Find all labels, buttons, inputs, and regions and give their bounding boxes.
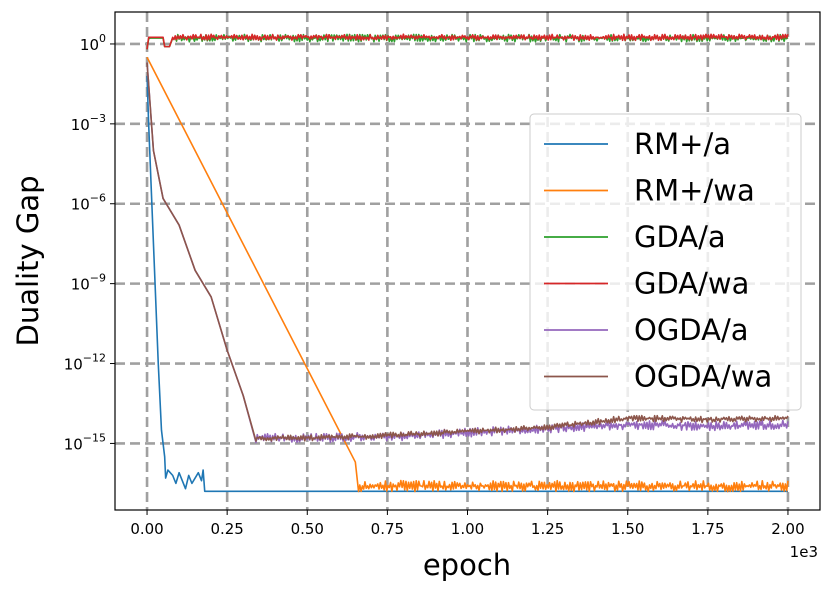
y-tick-label-base-5: 10	[64, 435, 83, 453]
legend-label-ogda-a: OGDA/a	[634, 313, 749, 347]
series-layer	[146, 33, 789, 493]
y-tick-label-2: 10−6	[71, 192, 106, 214]
y-tick-label-exponent-4: −12	[83, 352, 106, 365]
y-tick-label-base-0: 10	[80, 36, 99, 54]
y-tick-label-3: 10−9	[71, 272, 106, 294]
x-tick-label-1: 0.25	[210, 520, 243, 538]
y-tick-label-0: 100	[80, 32, 106, 54]
y-tick-label-1: 10−3	[71, 112, 106, 134]
y-tick-label-base-2: 10	[71, 196, 90, 214]
y-tick-label-4: 10−12	[64, 352, 106, 374]
legend-label-rm-a: RM+/a	[634, 127, 731, 161]
x-tick-label-8: 2.00	[771, 520, 804, 538]
series-line-ogda-wa	[146, 62, 789, 442]
x-tick-label-5: 1.25	[531, 520, 564, 538]
legend-label-gda-a: GDA/a	[634, 220, 726, 254]
x-tick-label-0: 0.00	[130, 520, 163, 538]
x-tick-label-4: 1.00	[451, 520, 484, 538]
series-line-rm-wa	[146, 56, 789, 493]
y-tick-label-base-4: 10	[64, 356, 83, 374]
legend-box	[529, 113, 802, 411]
y-tick-label-exponent-1: −3	[90, 112, 106, 125]
y-tick-label-base-1: 10	[71, 116, 90, 134]
y-tick-label-exponent-0: 0	[99, 32, 106, 45]
y-tick-label-base-3: 10	[71, 276, 90, 294]
legend: RM+/a RM+/wa GDA/a GDA/wa OGDA/a OGDA/wa	[529, 113, 802, 411]
y-tick-label-exponent-5: −15	[83, 431, 106, 444]
y-tick-label-exponent-2: −6	[90, 192, 106, 205]
x-axis-scale-label: 1e3	[790, 543, 818, 561]
x-axis-ticks: 0.00 0.25 0.50 0.75 1.00 1.25 1.50 1.75 2.00	[130, 510, 805, 538]
legend-label-gda-wa: GDA/wa	[634, 267, 749, 301]
x-axis-label: epoch	[423, 548, 511, 582]
series-line-gda-wa	[146, 33, 789, 50]
y-axis-label: Duality Gap	[11, 176, 45, 347]
x-tick-label-3: 0.75	[371, 520, 404, 538]
y-tick-label-exponent-3: −9	[90, 272, 106, 285]
y-tick-label-5: 10−15	[64, 431, 106, 453]
x-tick-label-6: 1.50	[611, 520, 644, 538]
legend-label-rm-wa: RM+/wa	[634, 174, 755, 208]
series-line-rm-a	[146, 75, 788, 493]
x-tick-label-7: 1.75	[691, 520, 724, 538]
legend-label-ogda-wa: OGDA/wa	[634, 360, 772, 394]
x-tick-label-2: 0.50	[291, 520, 324, 538]
